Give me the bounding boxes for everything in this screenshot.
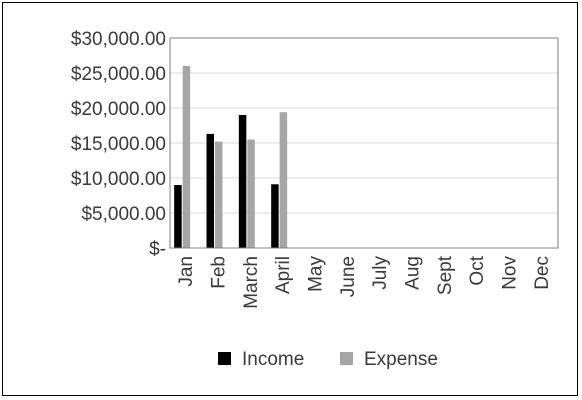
y-tick-label: $20,000.00 [71, 99, 166, 120]
x-category-label: Jan [176, 256, 197, 287]
legend-label-expense: Expense [364, 349, 438, 370]
x-category-label: July [370, 256, 391, 290]
x-category-label: May [306, 256, 327, 292]
x-axis-labels: Jan Feb March April May June July Aug Sept Oct Nov… [176, 255, 553, 309]
y-axis-ticks: $- $5,000.00 $10,000.00 $15,000.00 $20,000.0… [71, 29, 166, 260]
legend: Income Expense [218, 349, 438, 370]
y-tick-label: $30,000.00 [71, 29, 166, 50]
gridlines [170, 72, 558, 214]
x-category-label: June [338, 256, 359, 297]
x-category-label: Dec [532, 256, 553, 290]
x-category-label: Feb [209, 256, 230, 289]
x-category-label: March [241, 256, 262, 309]
bar-income-jan [174, 185, 182, 248]
bar-income-feb [206, 133, 214, 248]
x-category-label: Oct [467, 255, 488, 285]
bars [174, 66, 288, 248]
y-tick-label: $5,000.00 [81, 204, 166, 225]
bar-income-april [271, 184, 279, 248]
plot-area-border [169, 37, 559, 249]
x-category-label: Aug [403, 256, 424, 290]
x-category-label: Nov [500, 256, 521, 290]
legend-label-income: Income [242, 349, 304, 370]
x-category-label: April [273, 256, 294, 294]
legend-swatch-income [218, 352, 231, 365]
chart-frame [2, 2, 578, 396]
y-tick-label: $10,000.00 [71, 169, 166, 190]
bar-expense-jan [182, 66, 191, 248]
bar-income-march [238, 115, 247, 248]
bar-expense-march [247, 139, 255, 248]
y-tick-label: $15,000.00 [71, 134, 166, 155]
bar-expense-feb [215, 141, 223, 248]
y-tick-label: $25,000.00 [71, 64, 166, 85]
legend-swatch-expense [340, 352, 353, 365]
x-category-label: Sept [435, 255, 456, 295]
bar-expense-april [279, 112, 288, 248]
y-tick-label: $- [149, 239, 166, 260]
